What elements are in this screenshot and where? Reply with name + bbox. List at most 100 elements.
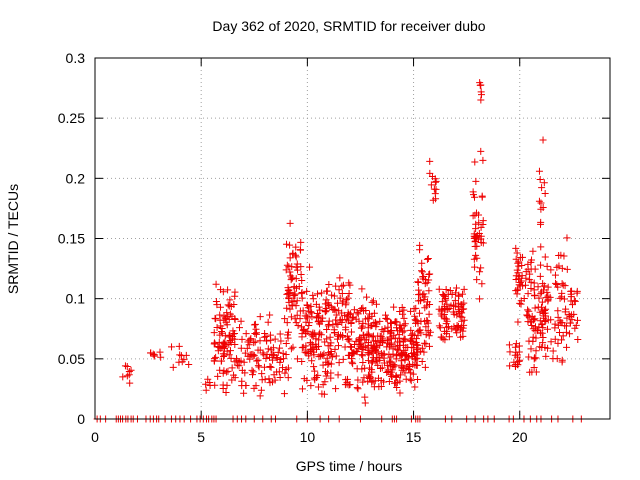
data-point xyxy=(299,343,307,351)
data-point xyxy=(218,329,226,337)
data-point xyxy=(307,345,315,353)
data-point xyxy=(332,385,340,393)
data-point xyxy=(213,301,221,309)
data-point xyxy=(233,361,241,369)
data-point xyxy=(283,319,291,327)
data-point xyxy=(345,289,353,297)
data-point xyxy=(537,329,545,337)
data-point xyxy=(279,349,287,357)
data-point xyxy=(411,312,419,320)
data-point xyxy=(543,288,551,296)
data-point xyxy=(283,290,291,298)
data-point xyxy=(322,372,330,380)
data-point xyxy=(156,348,164,356)
data-point xyxy=(217,357,225,365)
data-point xyxy=(147,349,155,357)
data-point xyxy=(283,261,291,269)
data-point xyxy=(270,351,278,359)
data-point xyxy=(338,282,346,290)
data-point xyxy=(537,290,545,298)
data-point xyxy=(372,343,380,351)
data-point xyxy=(358,285,366,293)
data-point xyxy=(334,299,342,307)
data-point xyxy=(513,290,521,298)
data-point xyxy=(294,322,302,330)
data-point xyxy=(243,344,251,352)
data-point xyxy=(359,352,367,360)
data-point xyxy=(522,274,530,282)
data-point xyxy=(326,342,334,350)
data-point xyxy=(271,335,279,343)
data-point xyxy=(531,315,539,323)
data-point xyxy=(229,330,237,338)
data-point xyxy=(289,291,297,299)
data-point xyxy=(319,314,327,322)
data-point xyxy=(233,356,241,364)
data-point xyxy=(392,373,400,381)
data-point xyxy=(536,308,544,316)
data-point xyxy=(551,320,559,328)
data-point xyxy=(320,390,328,398)
data-point xyxy=(292,319,300,327)
x-tick-label: 10 xyxy=(300,429,316,445)
data-point xyxy=(347,310,355,318)
data-point xyxy=(413,341,421,349)
data-point xyxy=(513,249,521,257)
data-point xyxy=(549,347,557,355)
data-point xyxy=(387,368,395,376)
data-point xyxy=(248,366,256,374)
data-point xyxy=(570,297,578,305)
data-point xyxy=(563,265,571,273)
data-point xyxy=(367,322,375,330)
data-point xyxy=(261,375,269,383)
data-point xyxy=(296,246,304,254)
data-point xyxy=(343,332,351,340)
data-point xyxy=(348,314,356,322)
data-point xyxy=(396,307,404,315)
data-point xyxy=(283,240,291,248)
data-point xyxy=(420,273,428,281)
data-point xyxy=(238,382,246,390)
data-point xyxy=(260,363,268,371)
data-point xyxy=(566,330,574,338)
data-point xyxy=(269,378,277,386)
data-point xyxy=(529,333,537,341)
data-point xyxy=(282,339,290,347)
data-point xyxy=(286,268,294,276)
data-point xyxy=(401,335,409,343)
data-point xyxy=(547,266,555,274)
data-point xyxy=(313,290,321,298)
data-point xyxy=(574,336,582,344)
data-point xyxy=(258,370,266,378)
data-point xyxy=(157,353,165,361)
data-point xyxy=(514,269,522,277)
data-point xyxy=(319,381,327,389)
data-point xyxy=(422,340,430,348)
data-point xyxy=(456,312,464,320)
data-point xyxy=(279,364,287,372)
data-point xyxy=(298,333,306,341)
data-point xyxy=(298,294,306,302)
data-point xyxy=(524,312,532,320)
data-point xyxy=(251,320,259,328)
data-point xyxy=(293,355,301,363)
data-point xyxy=(512,287,520,295)
data-point xyxy=(397,371,405,379)
data-point xyxy=(287,313,295,321)
data-point xyxy=(369,297,377,305)
data-point xyxy=(346,380,354,388)
data-point xyxy=(478,280,486,288)
data-point xyxy=(566,319,574,327)
data-point xyxy=(535,294,543,302)
data-point xyxy=(469,188,477,196)
data-point xyxy=(421,280,429,288)
data-point xyxy=(220,351,228,359)
data-point xyxy=(378,351,386,359)
data-point xyxy=(341,311,349,319)
data-point xyxy=(250,321,258,329)
data-point xyxy=(416,309,424,317)
data-point xyxy=(400,335,408,343)
data-point xyxy=(262,332,270,340)
data-point xyxy=(309,348,317,356)
